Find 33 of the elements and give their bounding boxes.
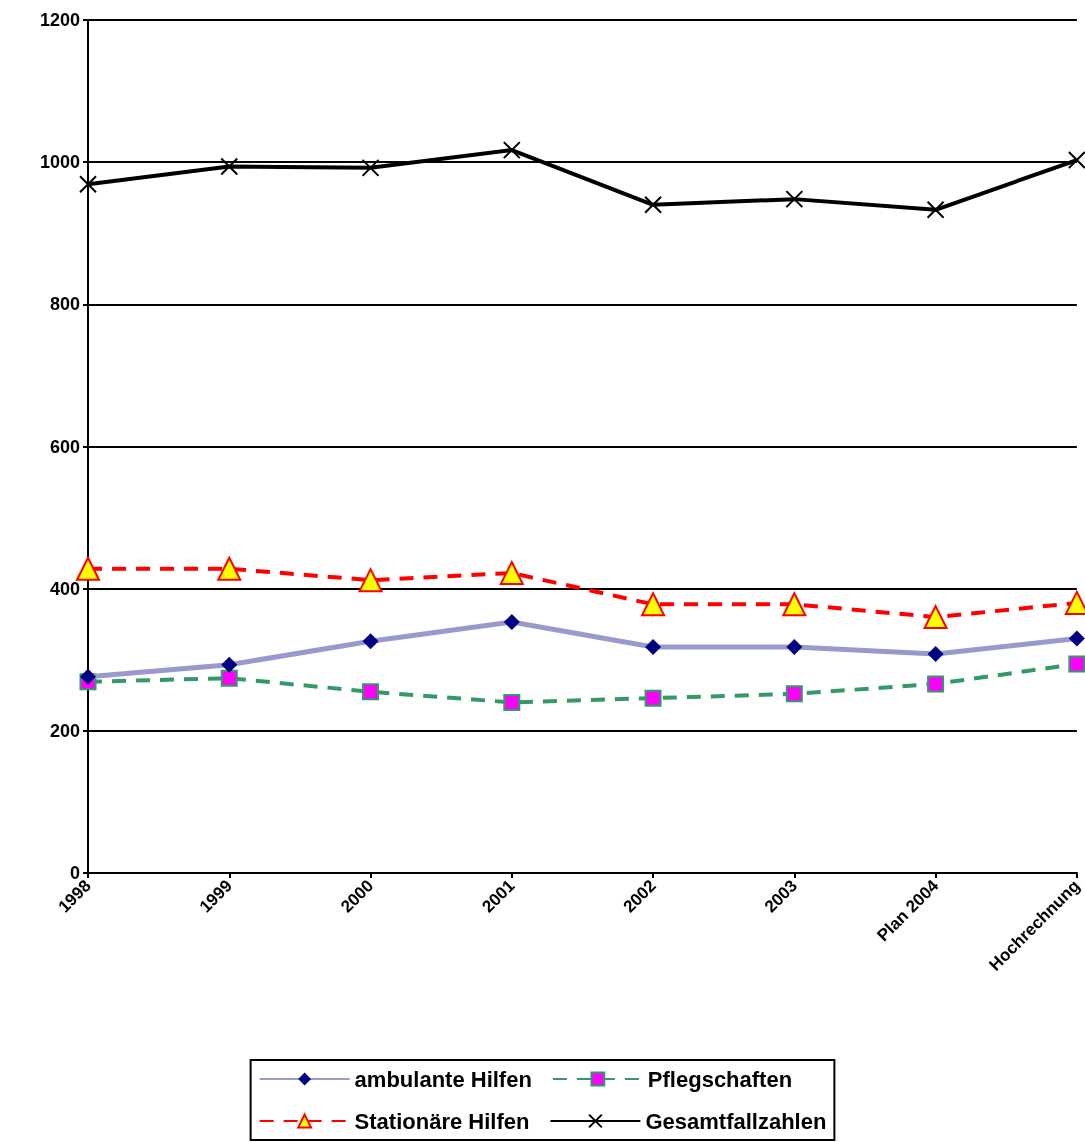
- point: [217, 556, 242, 581]
- point: [220, 669, 238, 687]
- point: [1068, 655, 1085, 673]
- point: [641, 592, 666, 617]
- point: [502, 141, 521, 160]
- y-tick-label: 1200: [39, 10, 80, 30]
- legend-label: Pflegschaften: [647, 1066, 793, 1092]
- y-tick-label: 200: [49, 720, 80, 741]
- y-tick-label: 800: [49, 294, 80, 315]
- point: [499, 561, 524, 586]
- point: [362, 683, 380, 701]
- point: [782, 592, 807, 617]
- point: [644, 689, 662, 707]
- point: [785, 685, 803, 703]
- y-tick-label: 1000: [39, 152, 80, 173]
- point: [1067, 151, 1085, 170]
- point: [220, 157, 239, 176]
- y-tick-label: 400: [49, 578, 80, 599]
- point: [926, 200, 945, 219]
- point: [923, 605, 948, 630]
- point: [927, 675, 945, 693]
- point: [358, 568, 383, 593]
- point: [361, 158, 380, 177]
- point: [503, 693, 521, 711]
- y-tick-label: 0: [69, 863, 80, 883]
- legend-label: Stationäre Hilfen: [354, 1108, 530, 1134]
- point: [785, 190, 804, 209]
- y-tick-label: 600: [49, 436, 80, 457]
- legend-label: Gesamtfallzahlen: [645, 1108, 827, 1134]
- legend-label: ambulante Hilfen: [354, 1066, 532, 1092]
- point: [76, 556, 100, 581]
- point: [79, 175, 97, 194]
- point: [644, 195, 663, 214]
